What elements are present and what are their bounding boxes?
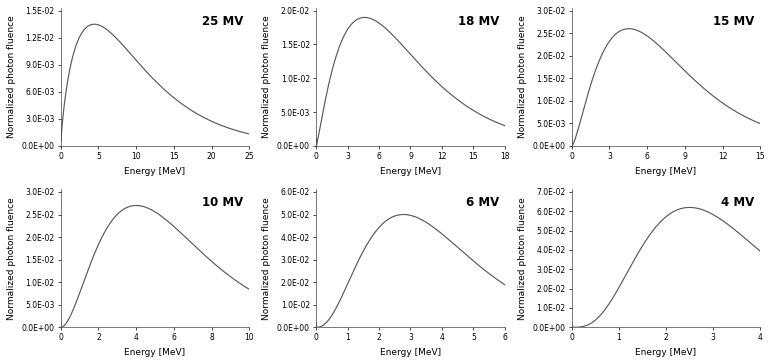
X-axis label: Energy [MeV]: Energy [MeV] [635,167,696,176]
Text: 18 MV: 18 MV [458,15,499,28]
Y-axis label: Normalized photon fluence: Normalized photon fluence [518,197,527,320]
Text: 6 MV: 6 MV [466,196,499,209]
Text: 25 MV: 25 MV [202,15,244,28]
Text: 15 MV: 15 MV [713,15,754,28]
X-axis label: Energy [MeV]: Energy [MeV] [124,348,185,357]
X-axis label: Energy [MeV]: Energy [MeV] [124,167,185,176]
Y-axis label: Normalized photon fluence: Normalized photon fluence [7,197,16,320]
Y-axis label: Normalized photon fluence: Normalized photon fluence [262,16,272,138]
Y-axis label: Normalized photon fluence: Normalized photon fluence [518,16,527,138]
Y-axis label: Normalized photon fluence: Normalized photon fluence [262,197,272,320]
Text: 4 MV: 4 MV [721,196,754,209]
Text: 10 MV: 10 MV [202,196,244,209]
X-axis label: Energy [MeV]: Energy [MeV] [635,348,696,357]
Y-axis label: Normalized photon fluence: Normalized photon fluence [7,16,16,138]
X-axis label: Energy [MeV]: Energy [MeV] [380,167,441,176]
X-axis label: Energy [MeV]: Energy [MeV] [380,348,441,357]
